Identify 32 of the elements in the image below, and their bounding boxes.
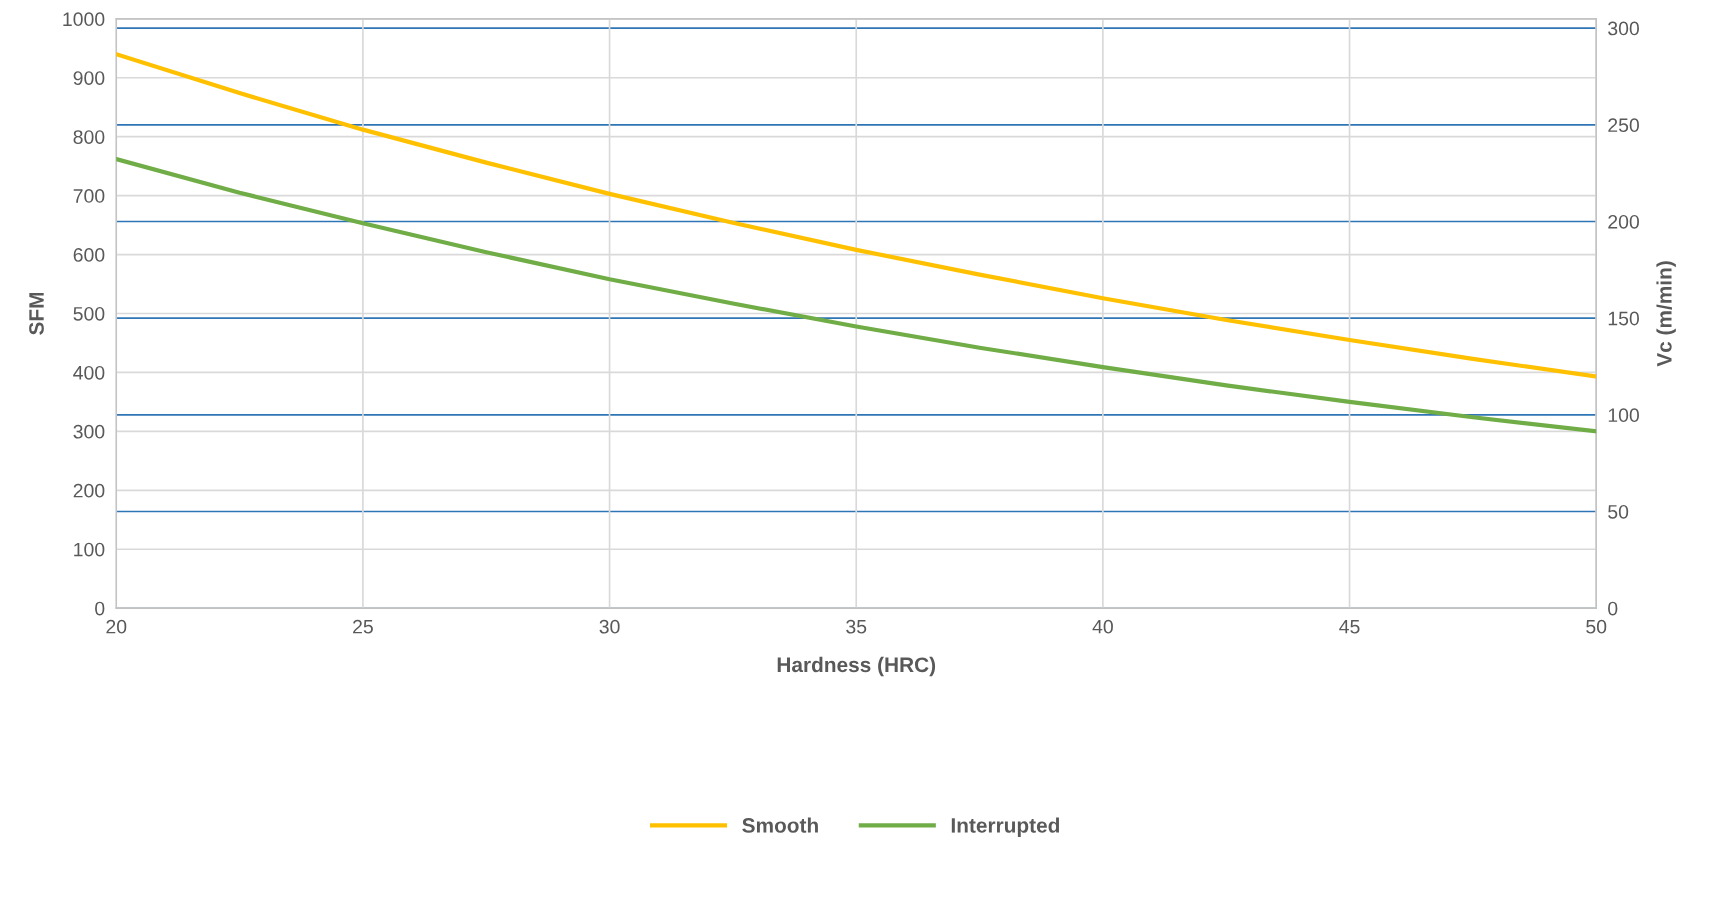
y-tick-label: 300: [73, 424, 105, 439]
y-tick-label: 900: [73, 71, 105, 86]
y2-tick-label: 100: [1608, 408, 1639, 423]
x-tick-label: 50: [1586, 619, 1607, 634]
y-tick-label: 200: [73, 483, 105, 498]
y-tick-label: 400: [73, 365, 105, 380]
y2-tick-label: 0: [1608, 601, 1618, 616]
x-axis-title: Hardness (HRC): [777, 656, 936, 677]
x-tick-label: 20: [106, 619, 127, 634]
y2-tick-label: 250: [1608, 118, 1639, 133]
y2-tick-label: 200: [1608, 214, 1639, 229]
y2-tick-label: 300: [1608, 21, 1639, 36]
y2-tick-label: 50: [1608, 504, 1629, 519]
y-axis-title: SFM: [29, 292, 44, 335]
y-tick-label: 1000: [63, 12, 105, 27]
y-tick-label: 700: [73, 189, 105, 203]
y-tick-label: 600: [73, 248, 105, 262]
legend-label: Interrupted: [951, 817, 1060, 837]
x-tick-label: 25: [353, 619, 373, 634]
legend-label: Smooth: [742, 817, 818, 833]
line-series: [116, 157, 1597, 434]
y-tick-label: 0: [95, 601, 105, 616]
x-tick-label: 45: [1339, 619, 1360, 634]
y-tick-label: 800: [73, 130, 105, 144]
x-tick-label: 40: [1092, 619, 1113, 634]
x-tick-label: 35: [846, 619, 867, 634]
line-series: [116, 52, 1597, 379]
x-tick-label: 30: [599, 619, 620, 634]
y2-axis-title: Vc (m/min): [1656, 261, 1676, 367]
y2-tick-label: 150: [1608, 311, 1639, 326]
y-tick-label: 500: [73, 306, 105, 321]
y-tick-label: 100: [74, 542, 105, 557]
